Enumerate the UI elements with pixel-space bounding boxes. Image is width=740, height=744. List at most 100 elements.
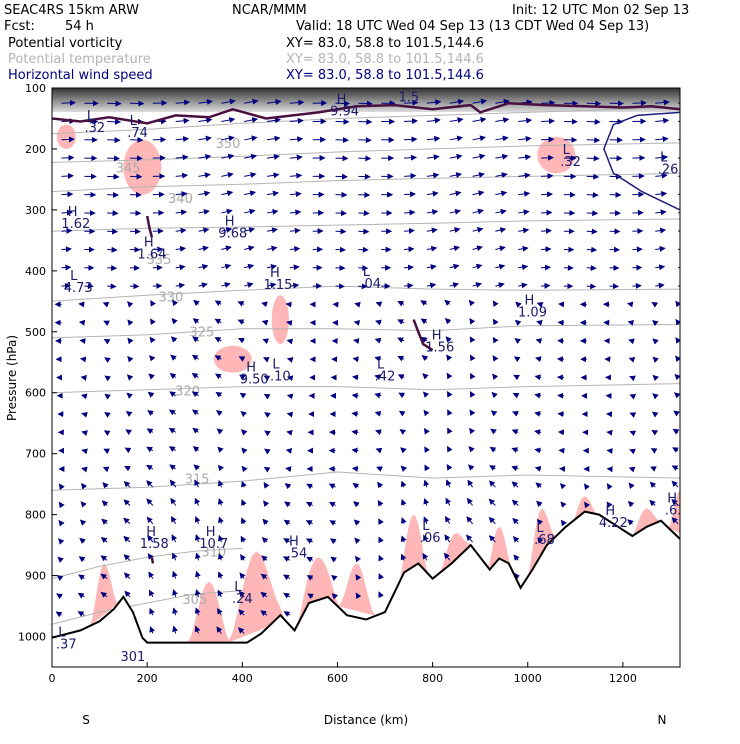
wind-vector: [170, 410, 176, 414]
wind-vector: [450, 192, 461, 194]
wind-vector: [290, 267, 299, 268]
wind-vector: [495, 174, 506, 176]
wind-vector: [399, 393, 404, 396]
wind-vector: [267, 156, 279, 158]
wind-vector: [242, 467, 244, 469]
wind-vector: [655, 267, 664, 268]
stratosphere-shading: [52, 88, 680, 112]
wind-vector: [244, 247, 253, 249]
wind-vector: [424, 392, 427, 396]
wind-vector: [448, 428, 450, 432]
wind-vector: [199, 229, 209, 231]
wind-vector: [172, 535, 176, 542]
wind-vector: [652, 303, 655, 305]
theta-contour-line: [52, 384, 680, 393]
wind-vector: [263, 321, 267, 322]
field-xy-theta: XY= 83.0, 58.8 to 101.5,144.6: [286, 52, 484, 67]
wind-vector: [630, 413, 632, 414]
wind-vector: [80, 322, 85, 323]
wind-vector: [126, 448, 131, 451]
wind-vector: [376, 412, 382, 414]
wind-vector: [673, 448, 678, 451]
wind-vector: [424, 411, 427, 415]
wind-vector: [587, 268, 596, 269]
wind-vector: [379, 592, 381, 597]
wind-vector: [82, 432, 84, 433]
wind-vector: [630, 358, 633, 359]
wind-vector: [353, 468, 358, 469]
wind-vector: [516, 302, 518, 304]
wind-vector: [495, 193, 506, 195]
wind-vector: [512, 482, 518, 487]
wind-vector: [518, 230, 528, 231]
wind-vector: [450, 284, 458, 286]
wind-vector: [199, 174, 210, 176]
wind-vector: [264, 358, 267, 359]
wind-vector: [265, 394, 267, 395]
wind-vector: [470, 337, 472, 341]
x-tick-label: 1200: [609, 672, 637, 685]
wind-vector: [263, 340, 267, 341]
wind-vector: [400, 411, 404, 414]
wind-vector: [147, 466, 153, 469]
wind-vector: [150, 356, 153, 359]
wind-vector: [241, 537, 244, 542]
pv-value-label: 1.64: [137, 248, 166, 263]
wind-vector: [473, 229, 483, 232]
wind-vector: [470, 319, 473, 323]
wind-vector: [512, 467, 518, 469]
wind-vector: [58, 557, 61, 560]
wind-vector: [377, 467, 381, 469]
wind-vector: [172, 337, 176, 341]
wind-vector: [150, 627, 152, 633]
wind-vector: [653, 357, 655, 359]
wind-vector: [399, 375, 404, 378]
wind-vector: [199, 266, 208, 268]
field-name-theta: Potential temperature: [8, 52, 151, 67]
pv-shade-blob: [57, 125, 76, 149]
wind-vector: [447, 374, 450, 378]
wind-vector: [585, 484, 587, 487]
wind-vector: [404, 249, 413, 250]
wind-vector: [81, 520, 85, 524]
theta-contour-line: [52, 325, 680, 338]
wind-vector: [244, 265, 253, 267]
wind-vector: [450, 247, 459, 249]
y-axis-label: Pressure (hPa): [5, 335, 19, 421]
wind-vector: [541, 121, 554, 122]
wind-vector: [422, 356, 426, 360]
wind-vector: [469, 465, 473, 469]
wind-vector: [535, 431, 541, 432]
pv-value-label: 1.56: [425, 340, 454, 355]
wind-vector: [404, 212, 414, 213]
fcst-label: Fcst:: [4, 19, 35, 34]
wind-vector: [127, 393, 130, 395]
wind-vector: [195, 499, 198, 506]
wind-vector: [62, 249, 71, 250]
wind-vector: [489, 499, 495, 505]
x-axis-label: Distance (km): [324, 713, 408, 727]
pv-shade-region: [338, 563, 376, 615]
wind-vector: [176, 157, 188, 158]
wind-vector: [355, 520, 359, 524]
wind-vector: [587, 158, 599, 159]
y-tick-label: 100: [25, 82, 46, 95]
wind-vector: [330, 521, 335, 524]
wind-vector: [353, 395, 359, 396]
wind-vector: [473, 119, 486, 122]
wind-vector: [290, 212, 300, 213]
wind-vector: [150, 591, 153, 597]
wind-vector: [125, 482, 131, 488]
wind-vector: [290, 157, 302, 158]
pv-value-label: 9.94: [330, 104, 359, 119]
wind-vector: [151, 319, 153, 322]
wind-vector: [217, 429, 221, 432]
wind-vector: [170, 447, 176, 451]
wind-vector: [194, 300, 199, 304]
wind-vector: [448, 447, 450, 451]
wind-vector: [284, 575, 290, 579]
wind-vector: [493, 338, 495, 341]
wind-vector: [241, 393, 245, 395]
wind-vector: [290, 194, 301, 195]
y-tick-label: 200: [25, 143, 46, 156]
